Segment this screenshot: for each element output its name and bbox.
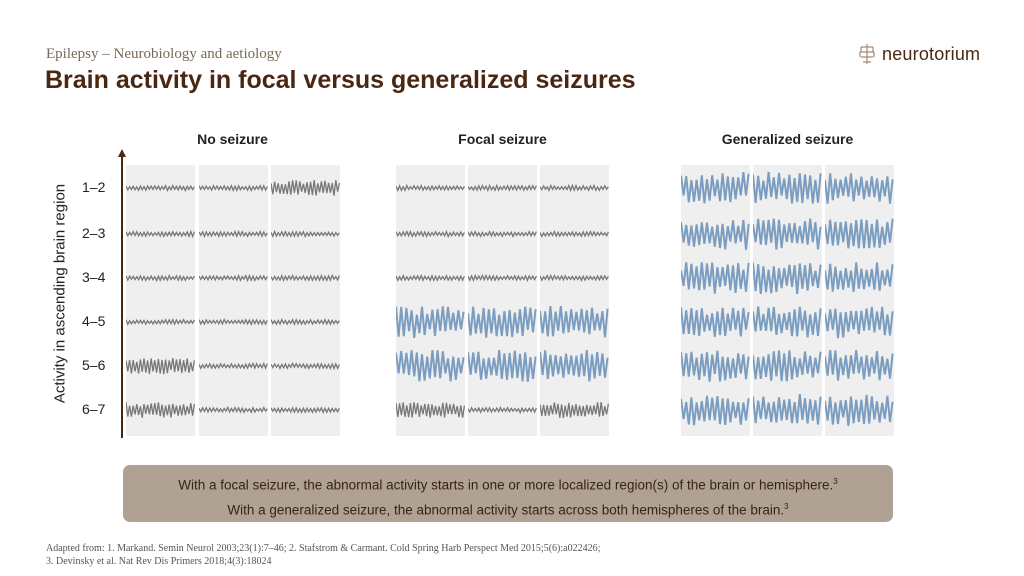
seizure-waveform [753, 306, 822, 338]
panel-column [753, 165, 822, 436]
row-label: 2–3 [82, 225, 106, 241]
seizure-waveform [681, 395, 750, 426]
high-amplitude-waveform [540, 402, 609, 419]
normal-waveform [126, 229, 195, 239]
seizure-waveform [681, 262, 750, 294]
row-label: 3–4 [82, 269, 106, 285]
note-ref-1: 3 [833, 477, 838, 486]
y-axis-label: Activity in ascending brain region [51, 183, 69, 404]
panel-column [468, 165, 537, 436]
y-axis-line [121, 156, 123, 438]
row-label: 4–5 [82, 313, 106, 329]
seizure-waveform [825, 218, 894, 249]
normal-waveform [271, 361, 340, 371]
seizure-waveform [540, 350, 609, 382]
brain-logo-icon [859, 44, 875, 64]
high-amplitude-waveform [126, 358, 195, 375]
panel-title: No seizure [197, 131, 268, 147]
normal-waveform [540, 183, 609, 193]
normal-waveform [396, 183, 465, 193]
panel-column [681, 165, 750, 436]
seizure-waveform [681, 171, 750, 204]
seizure-waveform [681, 307, 750, 338]
high-amplitude-waveform [396, 402, 465, 418]
high-amplitude-waveform [126, 401, 195, 418]
panel-title: Focal seizure [458, 131, 547, 147]
seizure-waveform [753, 218, 822, 250]
normal-waveform [540, 273, 609, 282]
panel-column [396, 165, 465, 436]
note-line-1: With a focal seizure, the abnormal activ… [178, 477, 834, 493]
reference-line-1: Adapted from: 1. Markand. Semin Neurol 2… [46, 543, 601, 554]
section-subtitle: Epilepsy – Neurobiology and aetiology [46, 46, 282, 62]
seizure-waveform [396, 350, 465, 382]
normal-waveform [199, 361, 268, 371]
seizure-waveform [753, 171, 822, 204]
seizure-waveform [825, 349, 894, 381]
seizure-waveform [825, 394, 894, 427]
axis-arrowhead [118, 149, 126, 157]
normal-waveform [468, 273, 537, 283]
normal-waveform [540, 229, 609, 238]
panel-column [540, 165, 609, 436]
seizure-waveform [681, 350, 750, 382]
note-ref-2: 3 [784, 501, 789, 511]
normal-waveform [126, 317, 195, 326]
seizure-waveform [540, 305, 609, 338]
note-line-2: With a generalized seizure, the abnormal… [227, 502, 785, 517]
summary-note: With a focal seizure, the abnormal activ… [123, 465, 893, 522]
seizure-waveform [468, 306, 537, 338]
seizure-waveform [825, 306, 894, 339]
panel-column [825, 165, 894, 436]
normal-waveform [396, 229, 465, 239]
panel-column [126, 165, 195, 436]
panel-title: Generalized seizure [721, 131, 854, 147]
normal-waveform [468, 406, 537, 415]
references: Adapted from: 1. Markand. Semin Neurol 2… [46, 542, 600, 568]
normal-waveform [271, 406, 340, 415]
high-amplitude-waveform [271, 180, 340, 196]
normal-waveform [271, 273, 340, 283]
seizure-waveform [753, 393, 822, 425]
seizure-waveform [396, 306, 465, 339]
normal-waveform [126, 183, 195, 193]
row-label: 5–6 [82, 357, 106, 373]
seizure-waveform [825, 262, 894, 293]
seizure-waveform [753, 350, 822, 382]
normal-waveform [199, 405, 268, 414]
normal-waveform [271, 229, 340, 239]
seizure-waveform [825, 173, 894, 204]
seizure-waveform [681, 219, 750, 250]
normal-waveform [468, 230, 537, 239]
normal-waveform [199, 183, 268, 193]
normal-waveform [271, 317, 340, 326]
panel-column [271, 165, 340, 436]
normal-waveform [199, 229, 268, 239]
row-label: 1–2 [82, 179, 106, 195]
normal-waveform [199, 318, 268, 326]
logo: neurotorium [857, 43, 980, 65]
normal-waveform [468, 183, 537, 193]
page-title: Brain activity in focal versus generaliz… [45, 66, 636, 94]
normal-waveform [199, 273, 268, 283]
panel-column [199, 165, 268, 436]
logo-text: neurotorium [882, 43, 981, 64]
row-label: 6–7 [82, 401, 106, 417]
seizure-waveform [753, 262, 822, 294]
reference-line-2: 3. Devinsky et al. Nat Rev Dis Primers 2… [46, 556, 272, 567]
normal-waveform [396, 273, 465, 283]
normal-waveform [126, 273, 195, 283]
seizure-waveform [468, 349, 537, 382]
